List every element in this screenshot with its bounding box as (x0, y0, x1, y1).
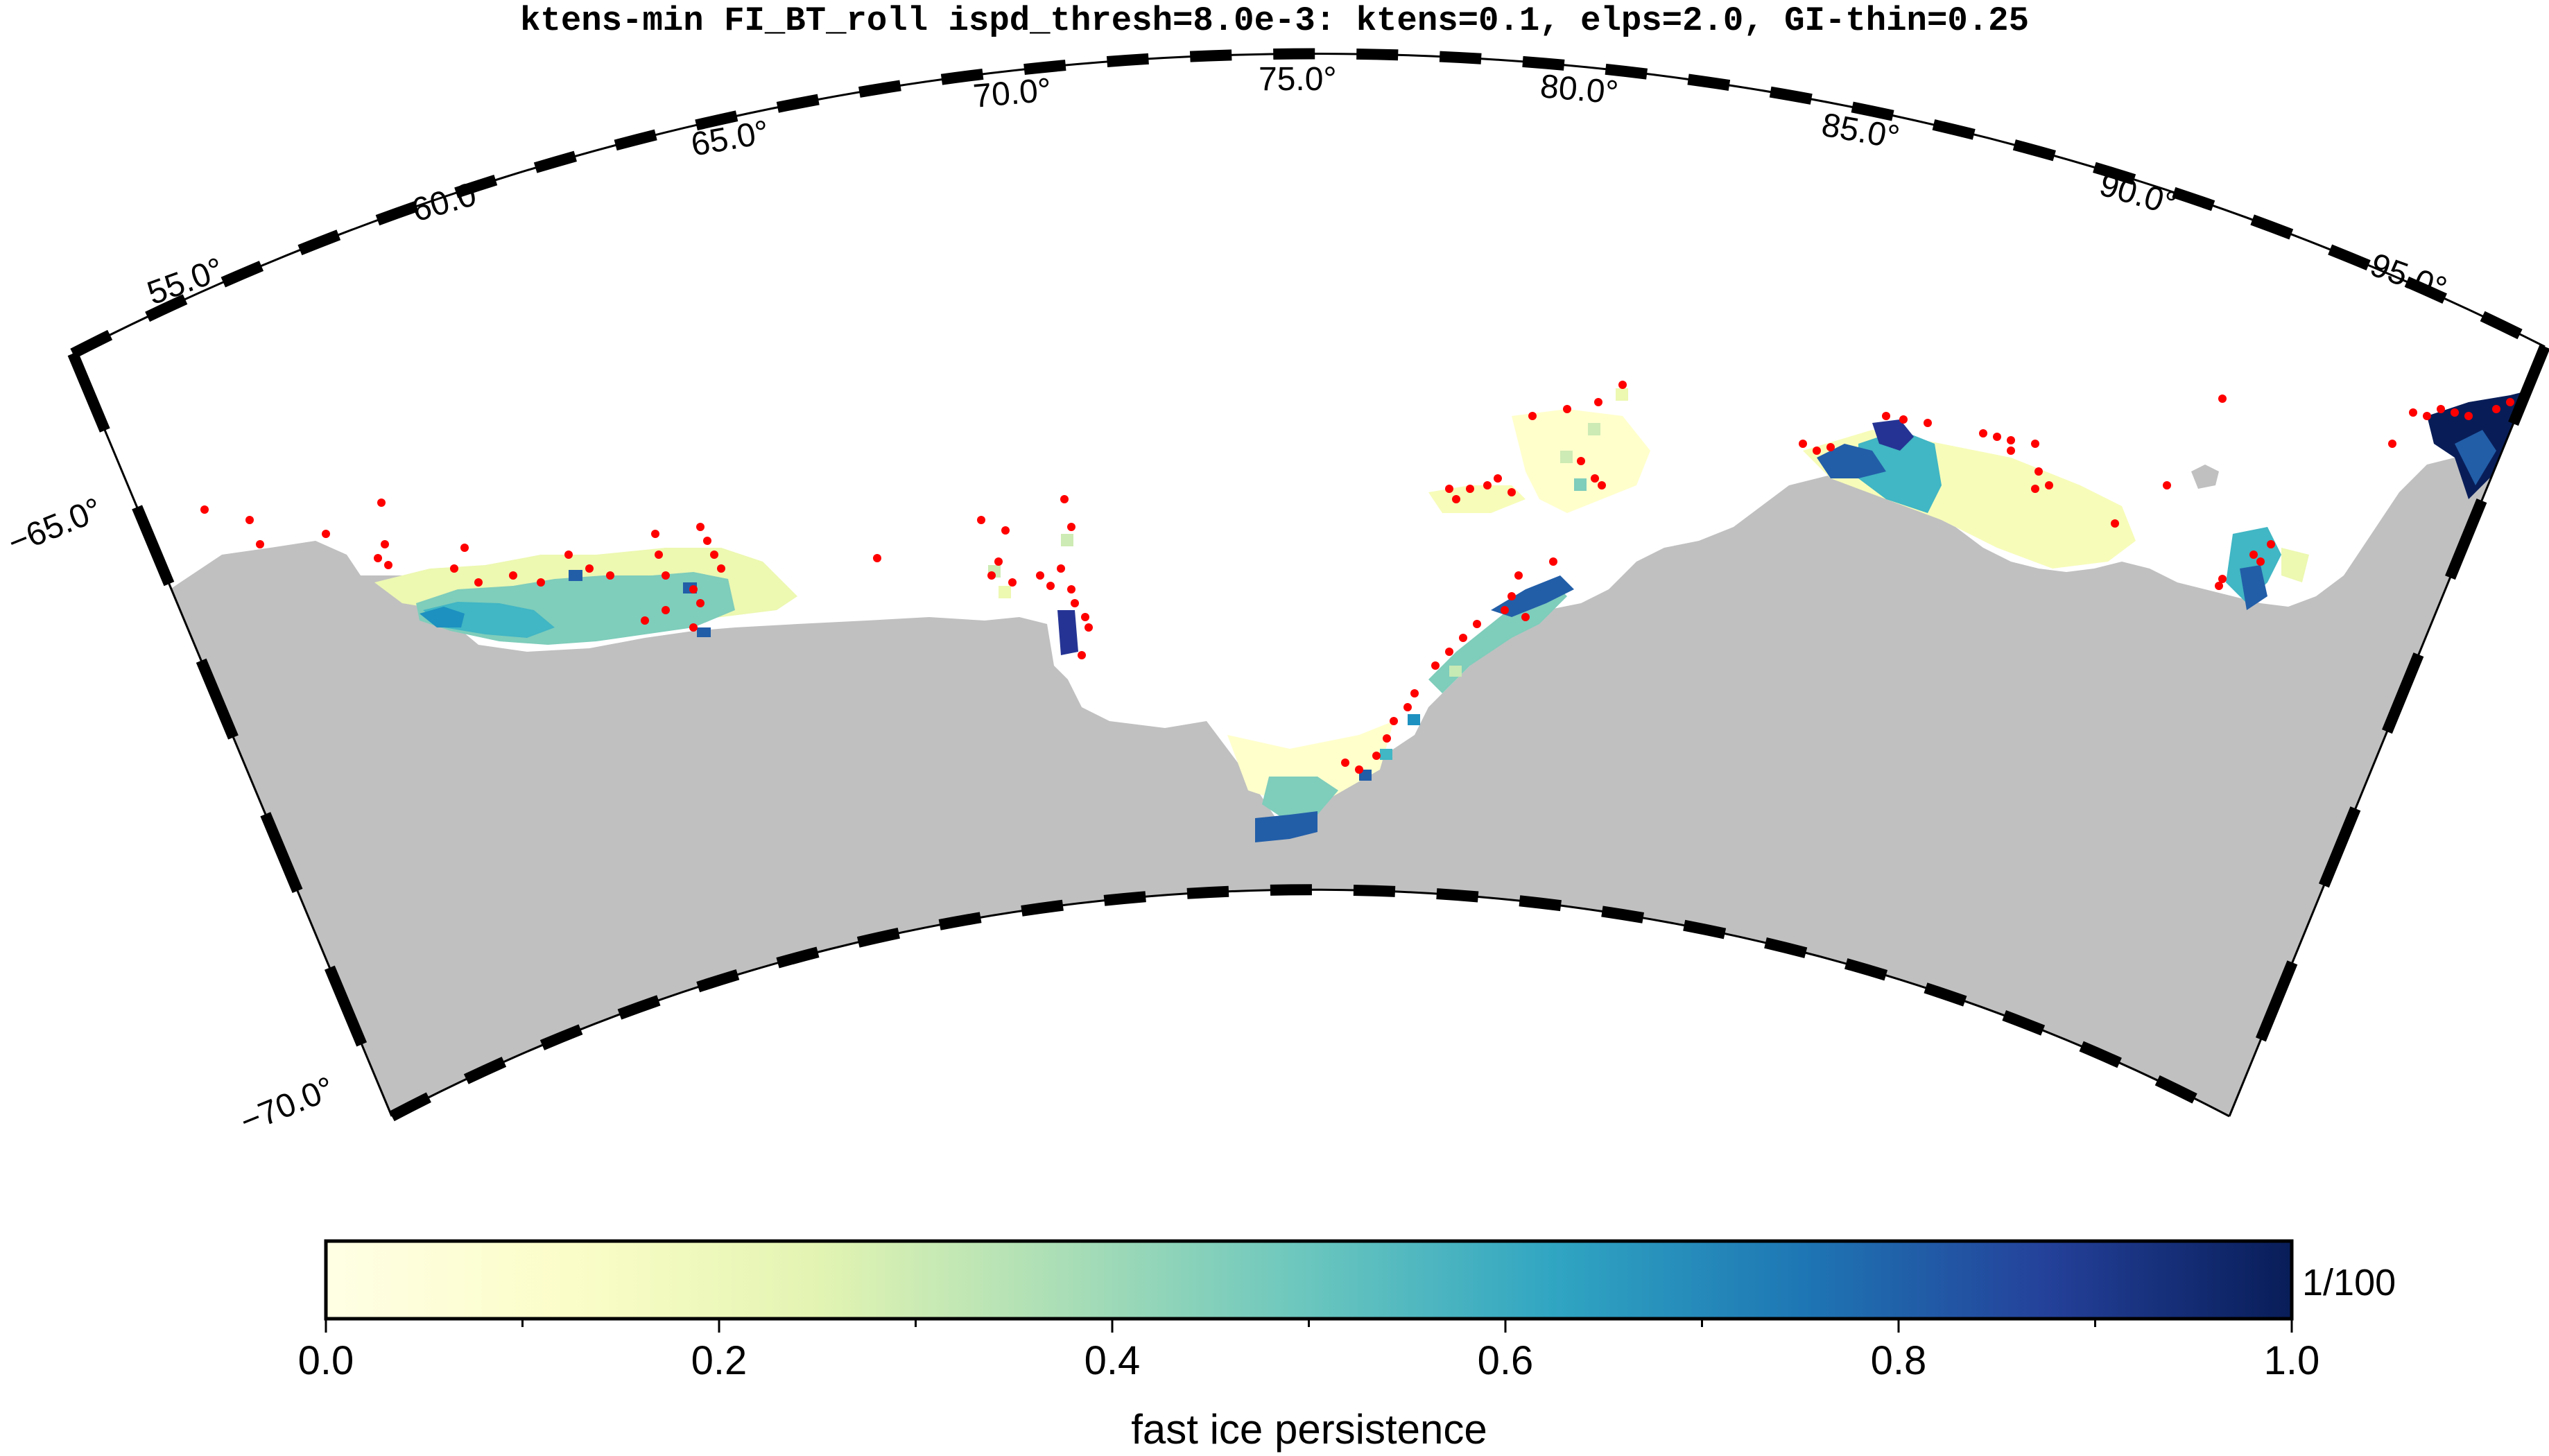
fast-ice-85-high (1817, 444, 1886, 478)
ice-cell (697, 627, 711, 637)
fast-ice-85-mid (1858, 430, 1942, 513)
fast-ice-coast-80-mid (1428, 582, 1567, 693)
fast-ice-coast-80-high (1491, 575, 1574, 617)
colorbar: 0.0 0.2 0.4 0.6 0.8 1.0 1/100 fast ice persis… (298, 1239, 2396, 1453)
ice-cell (1359, 770, 1372, 781)
ice-cell (1616, 388, 1628, 401)
lon-label-75: 75.0° (1259, 61, 1337, 98)
colorbar-tick-label: 0.8 (1871, 1338, 1927, 1383)
colorbar-ticks (325, 1319, 2293, 1333)
fast-ice-bay-high (1255, 811, 1317, 842)
lat-label-65: −65.0° (3, 491, 107, 562)
colorbar-tick-label: 0.2 (691, 1338, 748, 1383)
fast-ice-85-dark (1872, 419, 1914, 451)
colorbar-label: fast ice persistence (1131, 1406, 1487, 1453)
colorbar-tick-label: 0.0 (298, 1338, 354, 1383)
fast-ice-west-dark (420, 607, 465, 627)
grounded-iceberg-points (200, 381, 2528, 774)
fast-ice-92-dark (2240, 565, 2267, 610)
ice-cell (1380, 749, 1392, 760)
ice-cell (999, 586, 1011, 598)
lat-label-70: −70.0° (235, 1070, 339, 1141)
colorbar-tick-labels: 0.0 0.2 0.4 0.6 0.8 1.0 (298, 1338, 2320, 1383)
fast-ice-inlet-70 (1057, 610, 1078, 655)
lon-label-80: 80.0° (1539, 68, 1620, 112)
fast-ice-bay-mid (1262, 777, 1338, 818)
island (2191, 465, 2219, 489)
ice-cell (1061, 534, 1073, 546)
ice-cell (1449, 666, 1462, 677)
ice-cell (1560, 451, 1573, 463)
colorbar-tick-label: 0.4 (1085, 1338, 1141, 1383)
colorbar-tick-label: 0.6 (1478, 1338, 1534, 1383)
fast-ice-97-mid (2455, 430, 2496, 485)
colorbar-scale-note: 1/100 (2302, 1262, 2396, 1303)
fast-ice-92-low (2281, 548, 2309, 582)
ice-cell (1588, 423, 1600, 435)
colorbar-tick-label: 1.0 (2264, 1338, 2320, 1383)
ice-cell (1408, 714, 1420, 725)
map-title: ktens-min FI_BT_roll ispd_thresh=8.0e-3:… (520, 1, 2029, 40)
ice-cell (569, 570, 582, 581)
fast-ice-offshore-80 (1428, 485, 1526, 513)
map-frame (67, 48, 2549, 1122)
ice-cell (1574, 478, 1587, 491)
lon-label-70: 70.0° (971, 71, 1053, 115)
colorbar-gradient (324, 1239, 2294, 1321)
